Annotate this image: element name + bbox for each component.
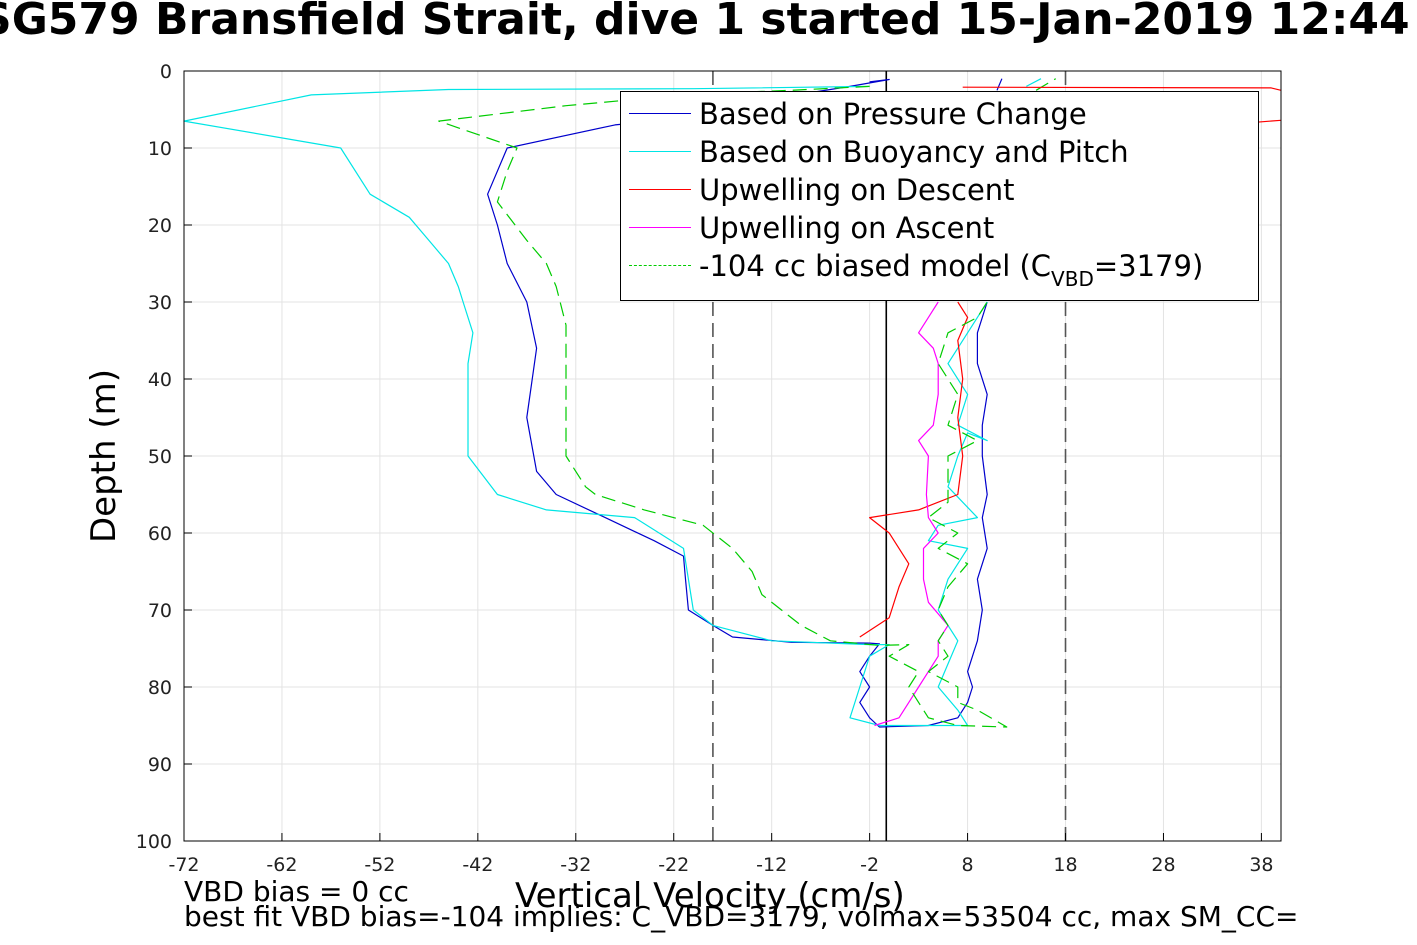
x-tick-label: -42: [462, 854, 493, 876]
footer-vbd-bias: VBD bias = 0 cc: [184, 875, 409, 908]
series-line: [859, 301, 969, 638]
legend-entry: Based on Buoyancy and Pitch: [621, 133, 1260, 171]
y-tick-label: 40: [148, 369, 172, 391]
legend-label: Upwelling on Descent: [699, 173, 1015, 207]
series-line: [438, 85, 1008, 728]
legend-entry: Upwelling on Descent: [621, 171, 1260, 209]
axis-ticks: -72 -62 -52 -42 -32 -22 -12 -2 8 18 28 38 0 10 20 30 40 5…: [136, 61, 1274, 876]
legend-label: -104 cc biased model (CVBD=3179): [699, 249, 1204, 291]
y-tick-label: 20: [148, 215, 172, 237]
x-tick-label: -72: [168, 854, 199, 876]
x-tick-label: -12: [756, 854, 787, 876]
footer-best-fit: best fit VBD bias=-104 implies: C_VBD=31…: [184, 900, 1299, 933]
x-tick-label: -2: [860, 854, 879, 876]
series-line: [874, 301, 949, 727]
x-tick-label: 28: [1151, 854, 1175, 876]
series-layer: [183, 78, 1282, 728]
legend-swatch: [629, 189, 691, 190]
chart-title: SG579 Bransfield Strait, dive 1 started …: [0, 0, 1410, 45]
legend-entry: Based on Pressure Change: [621, 95, 1260, 133]
y-tick-label: 70: [148, 600, 172, 622]
x-tick-label: 18: [1053, 854, 1077, 876]
legend-swatch: [629, 227, 691, 228]
series-line: [487, 78, 988, 728]
legend-swatch: [629, 113, 691, 114]
x-tick-label: -32: [560, 854, 591, 876]
y-tick-label: 80: [148, 677, 172, 699]
y-tick-label: 60: [148, 523, 172, 545]
legend-swatch: [629, 151, 691, 152]
x-tick-label: -62: [266, 854, 297, 876]
legend-swatch: [629, 265, 691, 266]
y-tick-label: 100: [136, 831, 172, 853]
y-tick-label: 10: [148, 138, 172, 160]
y-tick-label: 50: [148, 446, 172, 468]
legend-label: Based on Buoyancy and Pitch: [699, 135, 1129, 169]
legend-entry: Upwelling on Ascent: [621, 209, 1260, 247]
x-axis-label: Vertical Velocity (cm/s): [515, 876, 905, 916]
series-line: [996, 78, 1003, 91]
series-line: [1035, 78, 1057, 91]
legend-label: Based on Pressure Change: [699, 97, 1087, 131]
y-tick-label: 90: [148, 754, 172, 776]
y-tick-label: 0: [160, 61, 172, 83]
y-axis-label: Depth (m): [84, 368, 124, 544]
legend-entry: -104 cc biased model (CVBD=3179): [621, 247, 1260, 291]
legend-label: Upwelling on Ascent: [699, 211, 995, 245]
series-line: [962, 86, 1282, 91]
x-tick-label: 38: [1249, 854, 1273, 876]
y-tick-label: 30: [148, 292, 172, 314]
x-tick-label: 8: [962, 854, 974, 876]
series-line: [1026, 78, 1042, 87]
x-tick-label: -22: [658, 854, 689, 876]
x-tick-label: -52: [364, 854, 395, 876]
legend: Based on Pressure Change Based on Buoyan…: [620, 91, 1259, 301]
